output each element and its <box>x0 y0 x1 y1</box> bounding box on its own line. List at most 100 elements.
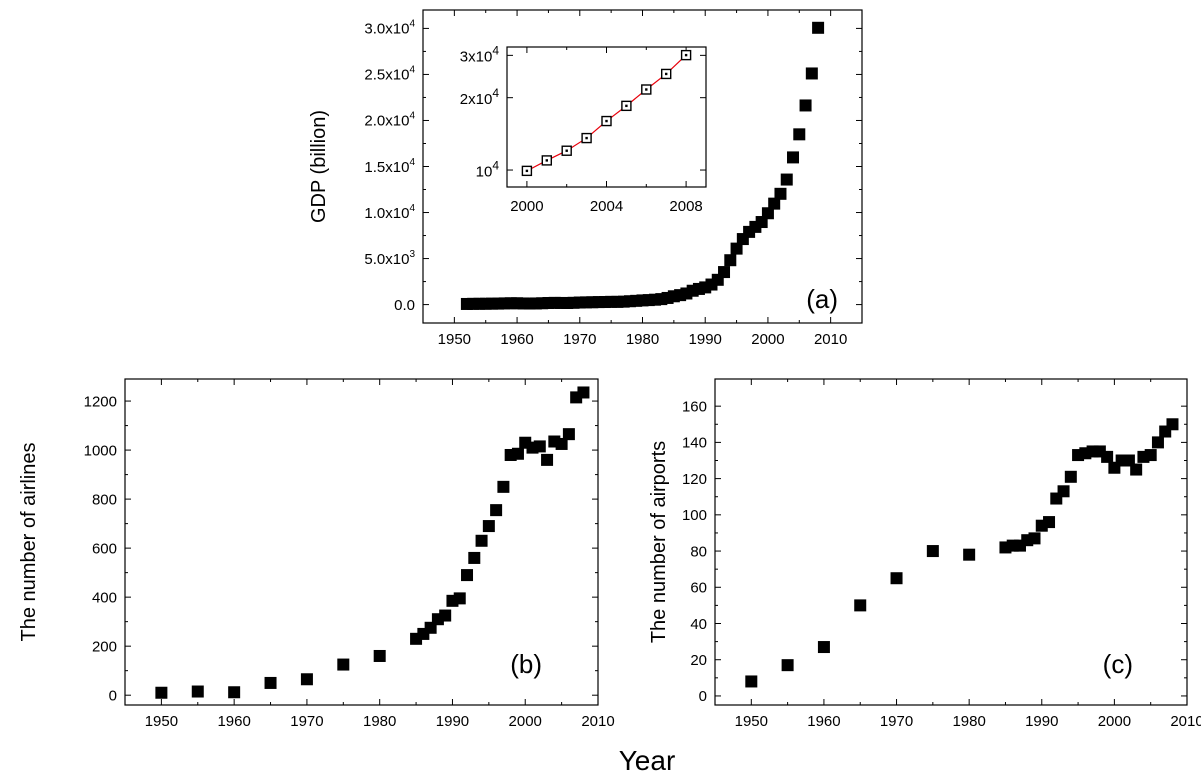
data-point <box>228 686 241 699</box>
data-point <box>787 151 800 164</box>
data-point <box>724 254 737 267</box>
data-point <box>774 187 787 200</box>
data-point-center <box>545 159 548 162</box>
y-tick-label: 1.0x104 <box>364 203 415 222</box>
x-tick-label: 2000 <box>509 713 542 730</box>
data-point <box>504 448 517 461</box>
x-tick-label: 1980 <box>363 713 396 730</box>
y-tick-label: 1200 <box>84 393 117 410</box>
panel-a-gdp: 1950 1960 1970 1980 1990 2000 2010 0.0 5.0x103 1.… <box>308 9 863 348</box>
data-point <box>761 207 774 220</box>
y-tick-label-base: 3x10 <box>460 49 493 66</box>
y-tick-label: 20 <box>690 652 707 669</box>
data-point <box>468 551 481 564</box>
y-tick-label: 5.0x103 <box>364 249 415 268</box>
data-point <box>817 641 830 654</box>
y-tick-label-base: 2x10 <box>460 91 493 108</box>
y-tick-label-base: 2.0x10 <box>364 113 409 130</box>
x-tick-label: 1980 <box>626 331 659 348</box>
x-tick-label: 2004 <box>590 198 623 215</box>
x-tick-label: 1960 <box>500 331 533 348</box>
data-point <box>300 673 313 686</box>
data-point <box>1057 485 1070 498</box>
data-point <box>854 599 867 612</box>
panel-label: (c) <box>1103 649 1133 679</box>
data-point <box>1130 463 1143 476</box>
data-point-center <box>525 169 529 173</box>
y-tick-label-exp: 3 <box>409 249 415 260</box>
data-point <box>439 609 452 622</box>
data-point <box>780 173 793 186</box>
x-tick-label: 1950 <box>438 331 471 348</box>
data-point <box>1144 449 1157 462</box>
y-tick-label-base: 10 <box>476 163 493 180</box>
data-point-center <box>585 136 588 140</box>
data-point <box>768 197 781 210</box>
y-axis-title: The number of airlines <box>18 443 40 642</box>
y-tick-label: 2.5x104 <box>364 65 415 84</box>
data-point-center <box>645 88 648 91</box>
x-tick-label: 1970 <box>290 713 323 730</box>
y-tick-label: 104 <box>476 158 500 180</box>
panel-label: (b) <box>510 649 542 679</box>
y-tick-label-exp: 4 <box>492 86 499 100</box>
common-x-axis-title: Year <box>619 745 676 774</box>
data-point <box>781 659 794 672</box>
x-tick-label: 1950 <box>145 713 178 730</box>
data-point <box>1101 450 1114 463</box>
data-point <box>1151 436 1164 449</box>
data-point <box>718 266 731 279</box>
data-point <box>541 453 554 466</box>
y-tick-label-base: 5.0x10 <box>364 251 409 268</box>
data-point <box>926 545 939 558</box>
y-tick-label-exp: 4 <box>409 111 415 122</box>
data-point <box>555 437 568 450</box>
data-point <box>1028 532 1041 545</box>
x-tick-label: 2000 <box>510 198 543 215</box>
data-point <box>337 658 350 671</box>
y-axis-title: GDP (billion) <box>308 110 330 223</box>
y-tick-label: 1000 <box>84 442 117 459</box>
data-point <box>264 676 277 689</box>
y-tick-label: 100 <box>682 507 707 524</box>
y-tick-label-exp: 4 <box>409 157 415 168</box>
y-tick-label: 3x104 <box>460 44 500 66</box>
panel-c-frame <box>714 378 1188 706</box>
y-tick-label: 3.0x104 <box>364 19 415 38</box>
x-tick-label: 2010 <box>1170 713 1201 730</box>
data-point <box>490 504 503 517</box>
y-tick-label: 80 <box>690 543 707 560</box>
panel-label: (a) <box>806 284 838 314</box>
data-point <box>1043 516 1056 529</box>
y-tick-label: 2x104 <box>460 86 500 108</box>
data-point <box>890 572 903 585</box>
data-point <box>461 569 474 582</box>
data-point <box>1122 454 1135 467</box>
data-point <box>533 440 546 453</box>
data-point-center <box>565 149 568 152</box>
x-tick-label: 1990 <box>436 713 469 730</box>
data-point <box>373 649 386 662</box>
data-point <box>562 428 575 441</box>
data-point <box>812 21 825 34</box>
data-point <box>191 685 204 698</box>
y-tick-label-base: 3.0x10 <box>364 21 409 38</box>
data-point <box>1166 418 1179 431</box>
x-tick-label: 2000 <box>1098 713 1131 730</box>
y-tick-label: 40 <box>690 616 707 633</box>
panel-b-airlines: 1950 1960 1970 1980 1990 2000 2010 0 200 400 600 80… <box>18 378 615 730</box>
data-point <box>475 534 488 547</box>
y-tick-label-base: 2.5x10 <box>364 67 409 84</box>
data-point <box>730 242 743 255</box>
x-tick-label: 1990 <box>689 331 722 348</box>
x-tick-label: 1990 <box>1025 713 1058 730</box>
y-tick-label-exp: 4 <box>409 65 415 76</box>
data-point-center <box>665 72 668 76</box>
y-tick-label: 1.5x104 <box>364 157 415 176</box>
data-point <box>793 128 806 141</box>
panel-c-airports: 1950 1960 1970 1980 1990 2000 2010 0 20 40 60 80 100… <box>648 378 1201 730</box>
y-tick-label: 0 <box>699 688 707 705</box>
data-point <box>511 297 524 310</box>
data-point <box>482 520 495 533</box>
